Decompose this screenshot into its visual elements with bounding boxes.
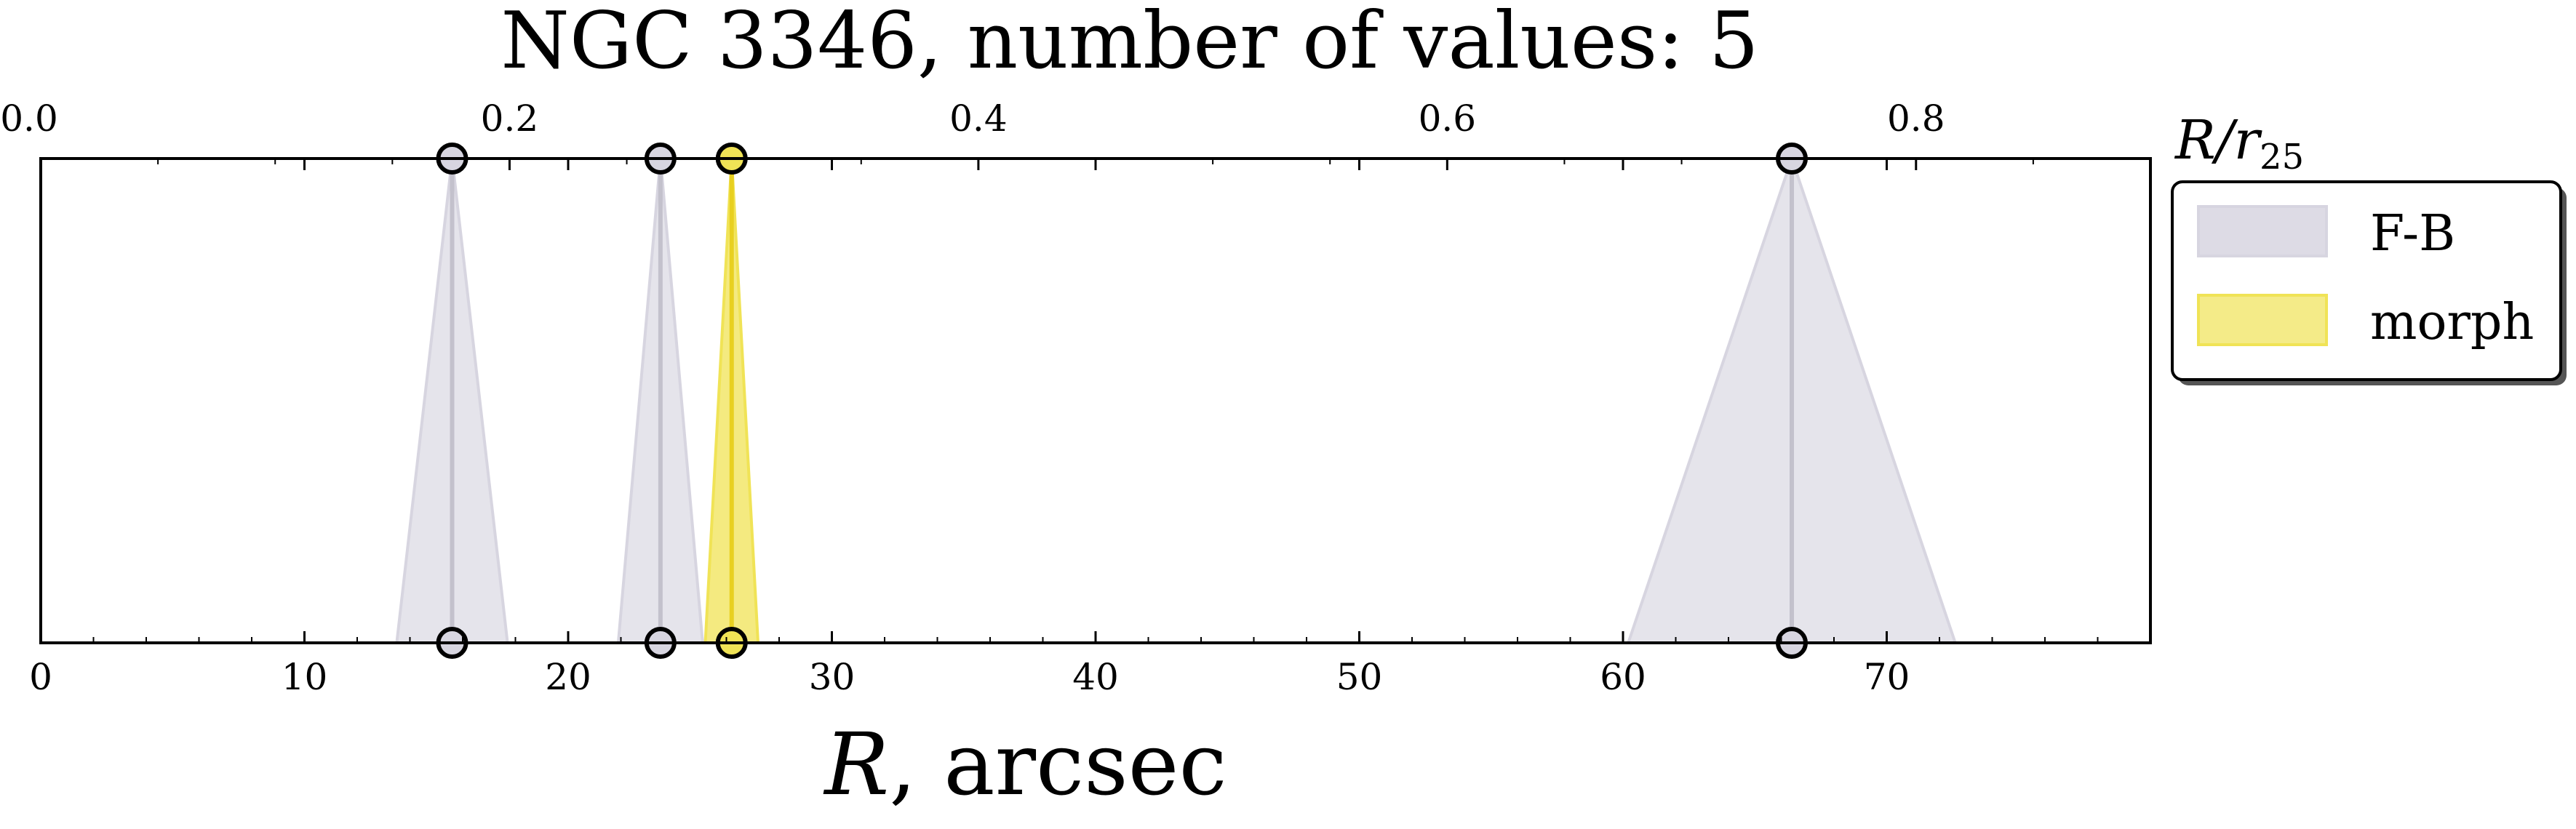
top-axis-label: R/r25 <box>2174 109 2304 177</box>
plot-marks <box>395 143 1958 659</box>
legend-swatch-f-b <box>2197 205 2328 257</box>
top-tick-label: 0.6 <box>1419 97 1477 140</box>
x-axis-label: R, arcsec <box>823 714 1227 814</box>
legend-label-morph: morph <box>2370 294 2534 351</box>
top-axis: 0.0 0.2 0.4 0.6 0.8 <box>0 97 2034 170</box>
x-tick-label: 20 <box>545 656 591 698</box>
x-tick-label: 50 <box>1336 656 1383 698</box>
x-tick-label: 0 <box>29 656 52 698</box>
top-tick-label: 0.4 <box>949 97 1008 140</box>
top-tick-label: 0.2 <box>481 97 539 140</box>
legend-swatch-morph <box>2197 294 2328 346</box>
top-tick-label: 0.8 <box>1887 97 1945 140</box>
x-tick-label: 10 <box>282 656 328 698</box>
x-tick-label: 70 <box>1864 656 1910 698</box>
legend: F-B morph <box>2171 180 2567 385</box>
legend-label-f-b: F-B <box>2370 205 2455 263</box>
x-tick-label: 30 <box>809 656 856 698</box>
chart-title: NGC 3346, number of values: 5 <box>501 0 1758 87</box>
bottom-axis: 0 10 20 30 40 50 60 70 <box>29 159 2099 698</box>
x-tick-label: 60 <box>1600 656 1646 698</box>
x-tick-label: 40 <box>1072 656 1119 698</box>
top-tick-label: 0.0 <box>0 97 58 140</box>
